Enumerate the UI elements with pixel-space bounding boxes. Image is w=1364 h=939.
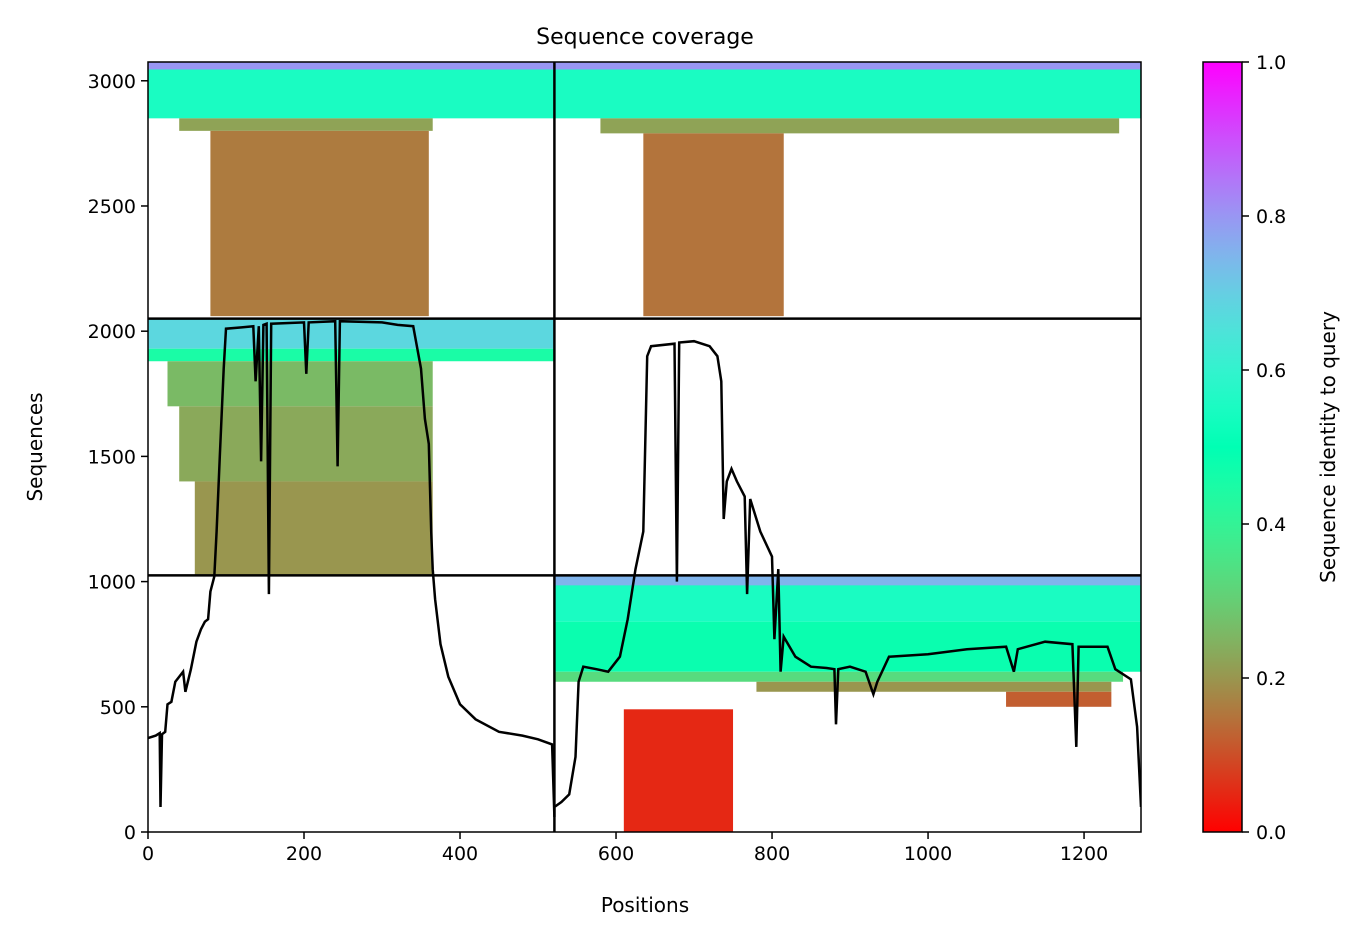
x-axis-label: Positions — [601, 893, 689, 917]
x-tick-label: 1200 — [1060, 843, 1108, 865]
plot-frame — [147, 61, 1142, 833]
colorbar-tick-label: 0.6 — [1256, 360, 1286, 382]
colorbar-tick-label: 1.0 — [1256, 52, 1286, 74]
y-tick-label: 2000 — [88, 321, 136, 343]
colorbar-tick-label: 0.8 — [1256, 206, 1286, 228]
msa-block — [600, 118, 1120, 134]
x-tick-label: 600 — [598, 843, 634, 865]
colorbar-tick-label: 0.0 — [1256, 822, 1286, 844]
msa-blocks — [148, 62, 1141, 832]
colorbar — [1203, 62, 1242, 832]
panel-dividers — [148, 62, 1141, 832]
chart-title: Sequence coverage — [536, 25, 754, 50]
x-tick-label: 200 — [286, 843, 322, 865]
y-axis-label: Sequences — [23, 392, 47, 501]
msa-block — [554, 62, 1141, 70]
x-tick-label: 400 — [442, 843, 478, 865]
msa-block — [148, 62, 555, 70]
msa-block — [643, 133, 784, 317]
msa-block — [554, 62, 1141, 119]
msa-block — [756, 681, 1112, 692]
colorbar-tick-label: 0.2 — [1256, 668, 1286, 690]
msa-block — [179, 406, 433, 482]
msa-block — [167, 361, 433, 407]
y-tick-label: 2500 — [88, 196, 136, 218]
y-tick-label: 3000 — [88, 71, 136, 93]
x-tick-label: 800 — [754, 843, 790, 865]
msa-block — [148, 62, 555, 119]
msa-block — [554, 621, 1141, 672]
y-tick-label: 1500 — [88, 446, 136, 468]
y-tick-label: 0 — [124, 822, 136, 844]
msa-block — [623, 709, 734, 832]
x-axis: 0 200 400 600 800 1000 1200 — [142, 832, 1108, 865]
msa-block — [179, 118, 433, 131]
y-tick-label: 1000 — [88, 572, 136, 594]
y-tick-label: 500 — [100, 697, 136, 719]
colorbar-label: Sequence identity to query — [1316, 311, 1340, 583]
msa-block — [1006, 691, 1112, 707]
y-axis: 0 500 1000 1500 2000 2500 3000 — [88, 71, 148, 844]
colorbar-frame — [1202, 61, 1243, 833]
msa-block — [210, 130, 429, 317]
coverage-line — [148, 319, 1141, 818]
msa-block — [554, 575, 1141, 586]
x-tick-label: 0 — [142, 843, 154, 865]
plot-area — [148, 62, 1141, 832]
msa-block — [148, 348, 555, 362]
msa-block — [148, 318, 555, 349]
msa-block — [194, 481, 433, 576]
colorbar-ticks: 0.0 0.2 0.4 0.6 0.8 1.0 — [1242, 52, 1286, 844]
colorbar-tick-label: 0.4 — [1256, 514, 1286, 536]
x-tick-label: 1000 — [904, 843, 952, 865]
